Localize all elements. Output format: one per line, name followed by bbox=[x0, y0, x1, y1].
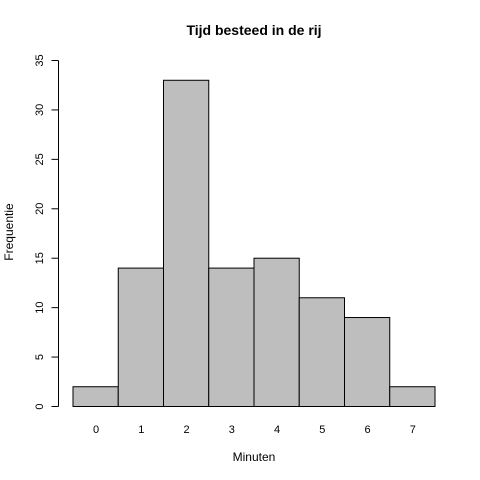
bar-0 bbox=[72, 386, 119, 408]
y-tick-label-5: 5 bbox=[34, 354, 46, 360]
bars-group bbox=[72, 79, 436, 408]
y-tick-label-30: 30 bbox=[34, 104, 46, 116]
y-tick-label-20: 20 bbox=[34, 203, 46, 215]
y-tick-label-0: 0 bbox=[34, 403, 46, 409]
y-tick-label-10: 10 bbox=[34, 302, 46, 314]
x-axis-label: Minuten bbox=[233, 450, 276, 464]
bar-4 bbox=[253, 257, 300, 407]
x-tick-label-4: 4 bbox=[274, 424, 280, 436]
x-tick-label-0: 0 bbox=[93, 424, 99, 436]
x-tick-label-6: 6 bbox=[364, 424, 370, 436]
y-tick-label-15: 15 bbox=[34, 252, 46, 264]
bar-1 bbox=[117, 267, 164, 407]
bar-2 bbox=[163, 79, 210, 408]
x-tick-labels: 0 1 2 3 4 5 6 7 bbox=[93, 424, 416, 436]
y-axis-label: Frequentie bbox=[2, 203, 16, 261]
y-axis: 0 5 10 15 20 25 30 35 bbox=[34, 54, 59, 410]
x-tick-label-3: 3 bbox=[229, 424, 235, 436]
y-tick-label-25: 25 bbox=[34, 153, 46, 165]
x-tick-label-1: 1 bbox=[138, 424, 144, 436]
y-tick-label-35: 35 bbox=[34, 54, 46, 66]
bar-5 bbox=[298, 297, 345, 408]
bar-3 bbox=[208, 267, 255, 407]
x-tick-label-7: 7 bbox=[410, 424, 416, 436]
x-tick-label-2: 2 bbox=[183, 424, 189, 436]
chart-title: Tijd besteed in de rij bbox=[186, 22, 321, 38]
bar-6 bbox=[344, 317, 391, 407]
bar-7 bbox=[389, 386, 436, 408]
x-tick-label-5: 5 bbox=[319, 424, 325, 436]
